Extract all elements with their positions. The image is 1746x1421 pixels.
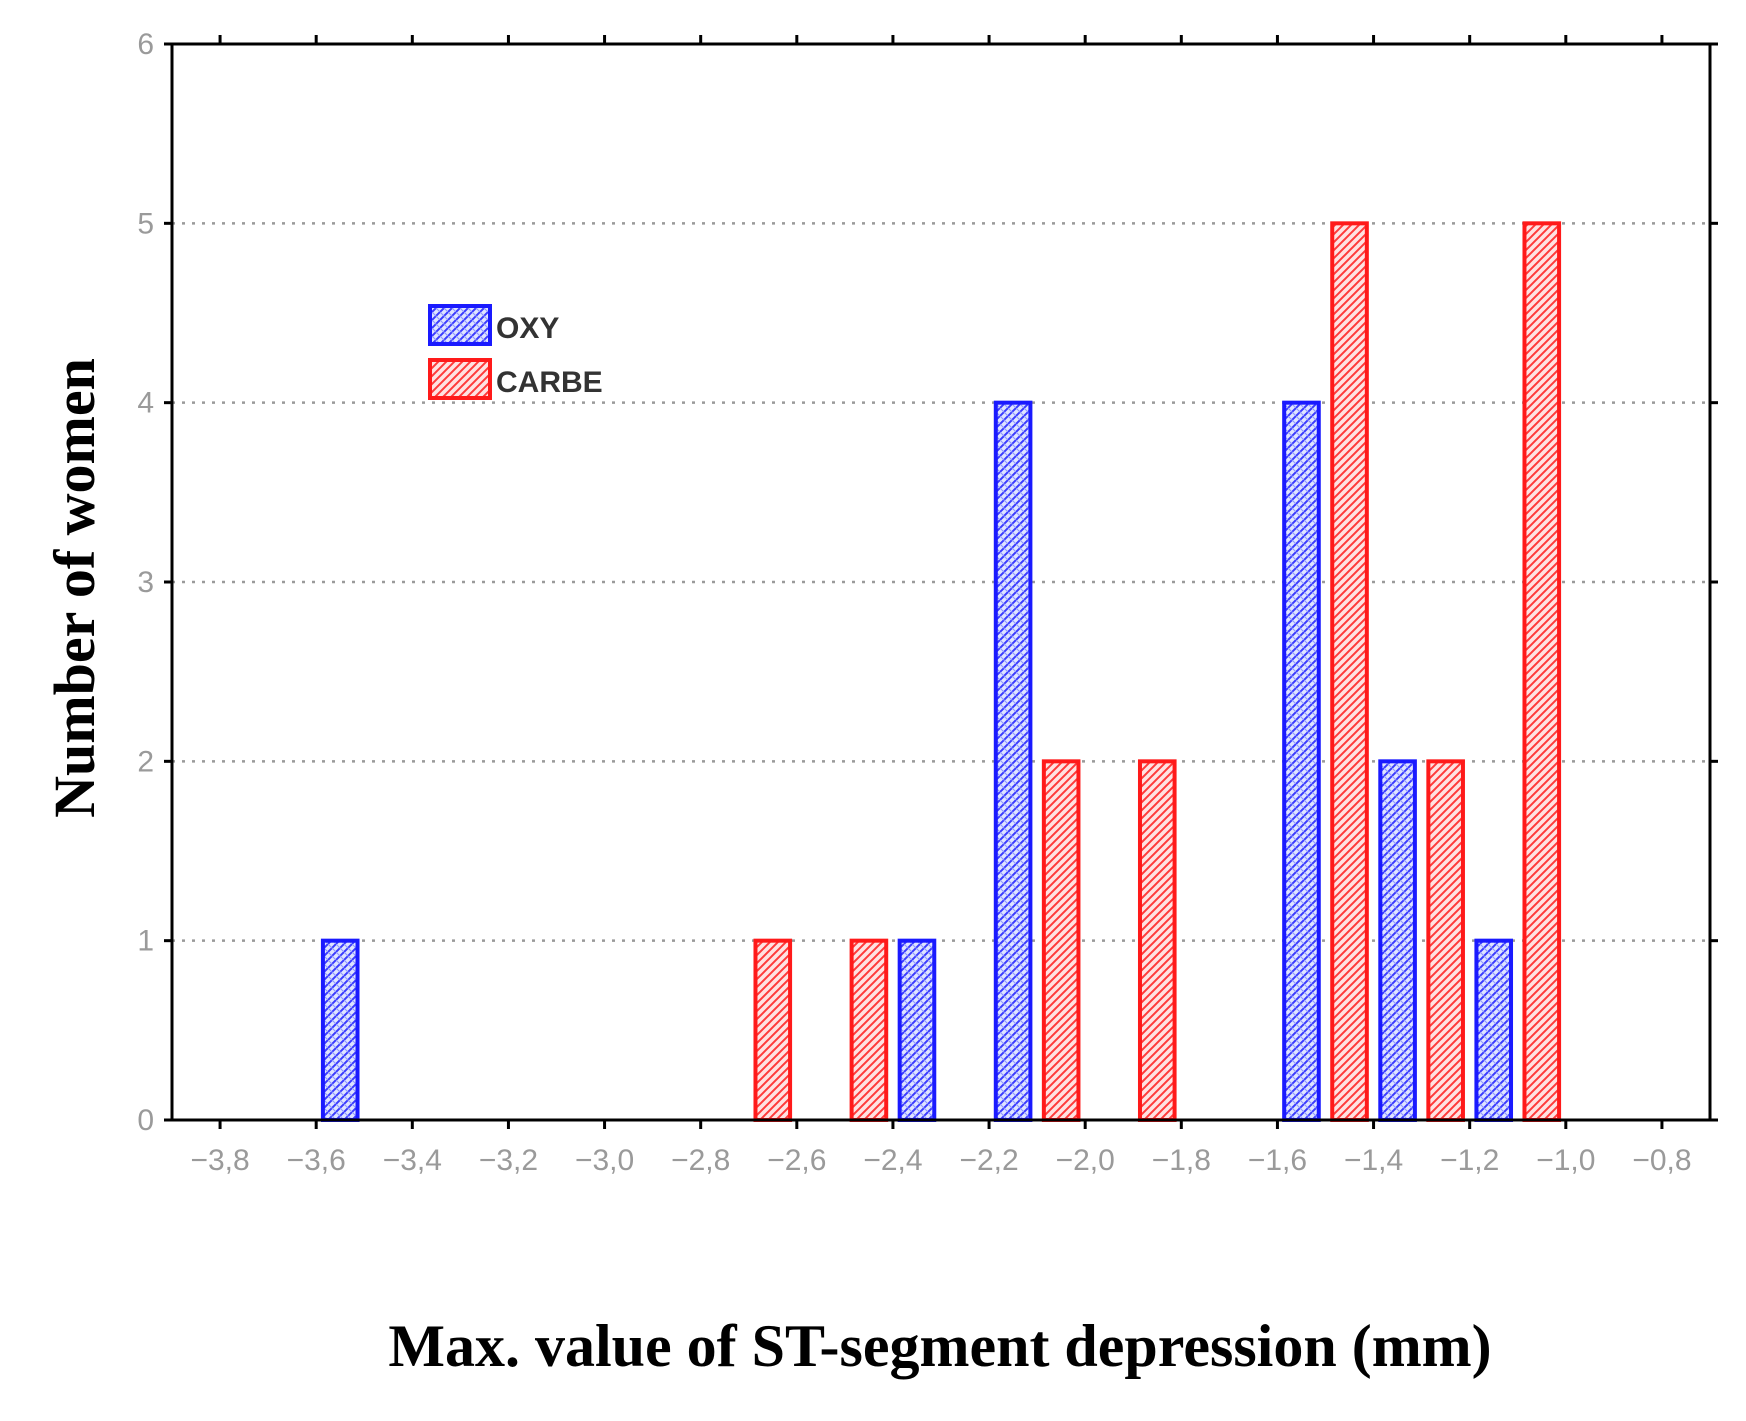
y-axis-title: Number of women [42,358,107,818]
x-tick-label: −2,0 [1056,1144,1115,1177]
x-axis-title: Max. value of ST-segment depression (mm) [388,1313,1491,1379]
x-tick-label: −3,4 [383,1144,442,1177]
bar-carbe [753,938,793,1123]
x-tick-label: −3,2 [479,1144,538,1177]
bar-carbe [1137,759,1177,1122]
bar-oxy [897,938,937,1123]
x-tick-label: −3,6 [287,1144,346,1177]
x-tick-label: −1,2 [1440,1144,1499,1177]
grid-lines [172,222,1710,942]
y-tick-label: 0 [137,1104,154,1137]
bar-oxy [1282,400,1321,1122]
legend-label-oxy: OXY [496,312,559,345]
x-tick-label: −0,8 [1632,1144,1691,1177]
bar-carbe [1426,759,1465,1122]
y-tick-label: 6 [137,28,154,61]
x-tick-label: −3,8 [190,1144,249,1177]
bars [172,221,1710,1123]
y-tick-label: 4 [137,387,154,420]
x-tick-label: −1,6 [1248,1144,1307,1177]
x-tick-label: −3,0 [575,1144,634,1177]
x-tick-label: −2,8 [671,1144,730,1177]
bar-carbe [849,938,889,1123]
legend: OXY CARBE [428,304,603,400]
bar-carbe [1522,221,1562,1123]
bar-carbe [1330,221,1369,1123]
x-axis-ticks: −3,8 −3,6 −3,4 −3,2 −3,0 −2,8 −2,6 −2,4 −2,2 −2,0… [190,35,1692,1177]
legend-swatch-oxy [428,304,492,346]
x-tick-label: −2,2 [959,1144,1018,1177]
legend-label-carbe: CARBE [496,366,603,399]
x-tick-label: −1,0 [1536,1144,1595,1177]
bar-oxy [320,938,360,1123]
x-tick-label: −2,4 [863,1144,922,1177]
bar-carbe [1041,759,1081,1122]
bar-oxy [1474,938,1514,1123]
legend-swatch-carbe [428,358,492,400]
y-axis-ticks: 0 1 2 3 4 5 6 [137,28,1718,1137]
y-tick-label: 2 [137,745,154,778]
x-tick-label: −1,4 [1344,1144,1403,1177]
x-tick-label: −1,8 [1152,1144,1211,1177]
x-tick-label: −2,6 [767,1144,826,1177]
bar-oxy [1378,759,1417,1122]
y-tick-label: 1 [137,925,154,958]
y-tick-label: 3 [137,566,154,599]
bar-oxy [993,400,1033,1122]
y-tick-label: 5 [137,207,154,240]
